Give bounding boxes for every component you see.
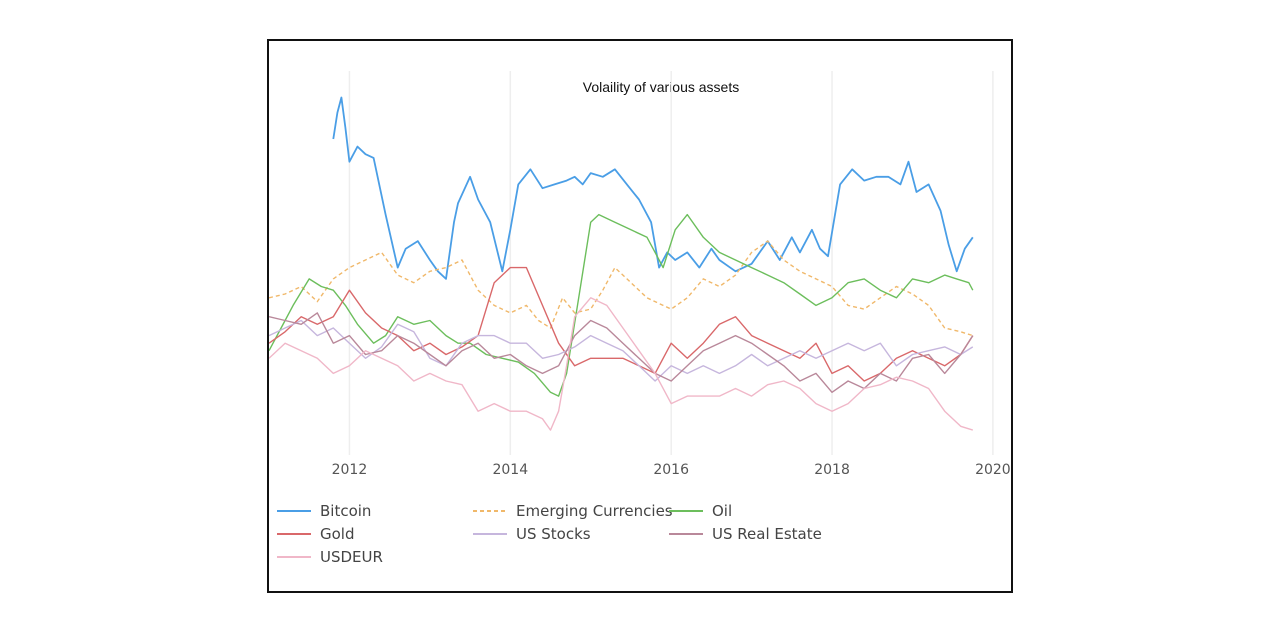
legend-label: Bitcoin bbox=[320, 502, 371, 520]
series-line-bitcoin bbox=[332, 96, 974, 280]
series-line-oil bbox=[269, 213, 974, 397]
legend-label: Gold bbox=[320, 525, 355, 543]
legend-item-bitcoin[interactable]: Bitcoin bbox=[277, 502, 371, 520]
series-line-us-stocks bbox=[269, 319, 974, 382]
legend-label: US Real Estate bbox=[712, 525, 822, 543]
legend-item-us-stocks[interactable]: US Stocks bbox=[473, 525, 591, 543]
series-line-emerging-currencies bbox=[269, 240, 974, 337]
legend-item-oil[interactable]: Oil bbox=[669, 502, 732, 520]
x-axis-ticks: 2012 2014 2016 2018 2020 bbox=[332, 462, 1011, 478]
legend-label: Emerging Currencies bbox=[516, 502, 673, 520]
legend-label: Oil bbox=[712, 502, 732, 520]
legend-item-emerging-currencies[interactable]: Emerging Currencies bbox=[473, 502, 673, 520]
legend-item-usdeur[interactable]: USDEUR bbox=[277, 548, 383, 566]
legend: Bitcoin Emerging Currencies Oil Gold US Stoc… bbox=[277, 502, 822, 566]
volatility-chart: Volaility of various assets 2012 2014 2016… bbox=[269, 71, 1011, 566]
legend-label: US Stocks bbox=[516, 525, 591, 543]
chart-title: Volaility of various assets bbox=[583, 79, 739, 95]
series-line-gold bbox=[269, 266, 974, 382]
x-tick-label: 2012 bbox=[332, 462, 368, 478]
gridlines bbox=[348, 71, 994, 455]
chart-frame: Volaility of various assets 2012 2014 2016… bbox=[267, 39, 1013, 593]
legend-item-gold[interactable]: Gold bbox=[277, 525, 355, 543]
series-line-usdeur bbox=[269, 297, 974, 431]
series-lines bbox=[269, 96, 974, 431]
x-tick-label: 2018 bbox=[814, 462, 850, 478]
x-tick-label: 2016 bbox=[653, 462, 689, 478]
legend-label: USDEUR bbox=[320, 548, 383, 566]
legend-item-us-real-estate[interactable]: US Real Estate bbox=[669, 525, 822, 543]
x-tick-label: 2020 bbox=[975, 462, 1011, 478]
series-line-us-real-estate bbox=[269, 312, 974, 393]
x-tick-label: 2014 bbox=[492, 462, 528, 478]
